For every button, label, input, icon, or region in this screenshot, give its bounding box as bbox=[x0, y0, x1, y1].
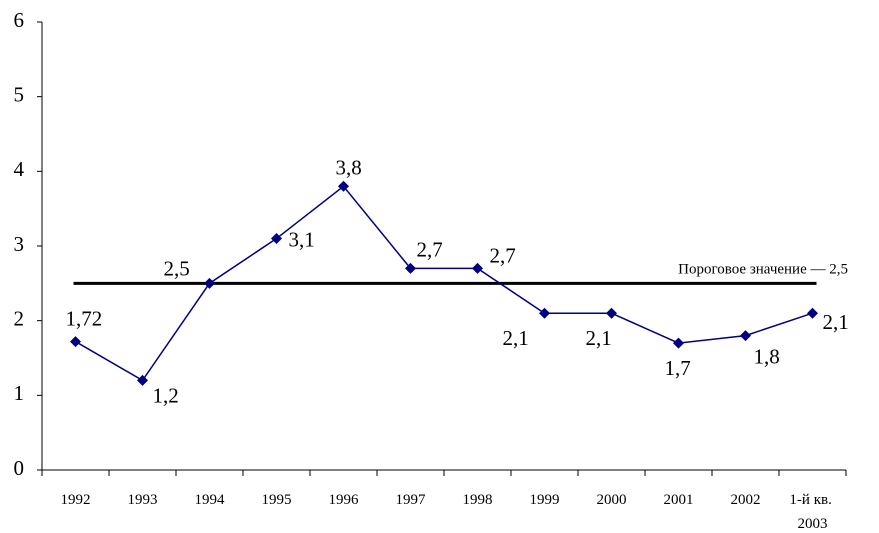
data-label: 2,7 bbox=[490, 243, 516, 267]
series-line bbox=[75, 185, 813, 382]
x-tick-label: 2002 bbox=[731, 492, 761, 508]
marker bbox=[271, 233, 282, 245]
x-tick-label: 1995 bbox=[262, 492, 292, 508]
data-label: 1,7 bbox=[665, 356, 691, 380]
x-tick-label: 1-й кв. 2003 bbox=[789, 492, 835, 532]
threshold-label: Пороговое значение — 2,5 bbox=[678, 261, 848, 277]
marker bbox=[70, 336, 81, 348]
x-tick-label: 1994 bbox=[195, 492, 226, 508]
x-tick-label: 1993 bbox=[128, 492, 158, 508]
data-label: 1,2 bbox=[153, 383, 179, 407]
x-tick-label: 1992 bbox=[61, 492, 91, 508]
data-label: 1,8 bbox=[754, 345, 780, 369]
y-tick-label: 0 bbox=[14, 456, 25, 480]
x-tick-label: 1996 bbox=[329, 492, 360, 508]
marker bbox=[673, 337, 684, 349]
y-tick-label: 3 bbox=[14, 232, 25, 256]
marker bbox=[740, 330, 751, 342]
x-tick-label: 1999 bbox=[530, 492, 560, 508]
marker bbox=[807, 307, 818, 319]
marker bbox=[338, 180, 349, 192]
y-tick-label: 4 bbox=[14, 157, 25, 181]
marker bbox=[204, 277, 215, 289]
data-label: 1,72 bbox=[66, 307, 103, 331]
y-tick-label: 2 bbox=[14, 306, 25, 330]
data-label: 2,1 bbox=[586, 326, 612, 350]
data-label: 2,7 bbox=[417, 237, 443, 261]
x-tick-label: 1997 bbox=[396, 492, 427, 508]
data-label: 2,1 bbox=[823, 310, 849, 334]
y-tick-label: 6 bbox=[14, 8, 25, 32]
marker bbox=[137, 374, 148, 386]
x-tick-label: 1998 bbox=[463, 492, 493, 508]
y-tick-label: 5 bbox=[14, 82, 25, 106]
data-label: 2,1 bbox=[503, 326, 529, 350]
marker bbox=[405, 262, 416, 274]
marker bbox=[539, 307, 550, 319]
marker bbox=[472, 262, 483, 274]
marker bbox=[606, 307, 617, 319]
x-tick-label: 2000 bbox=[597, 492, 627, 508]
x-tick-label: 2001 bbox=[664, 492, 694, 508]
data-label: 2,5 bbox=[164, 256, 190, 280]
data-label: 3,1 bbox=[289, 228, 315, 252]
y-tick-label: 1 bbox=[14, 381, 25, 405]
data-label: 3,8 bbox=[336, 155, 362, 179]
